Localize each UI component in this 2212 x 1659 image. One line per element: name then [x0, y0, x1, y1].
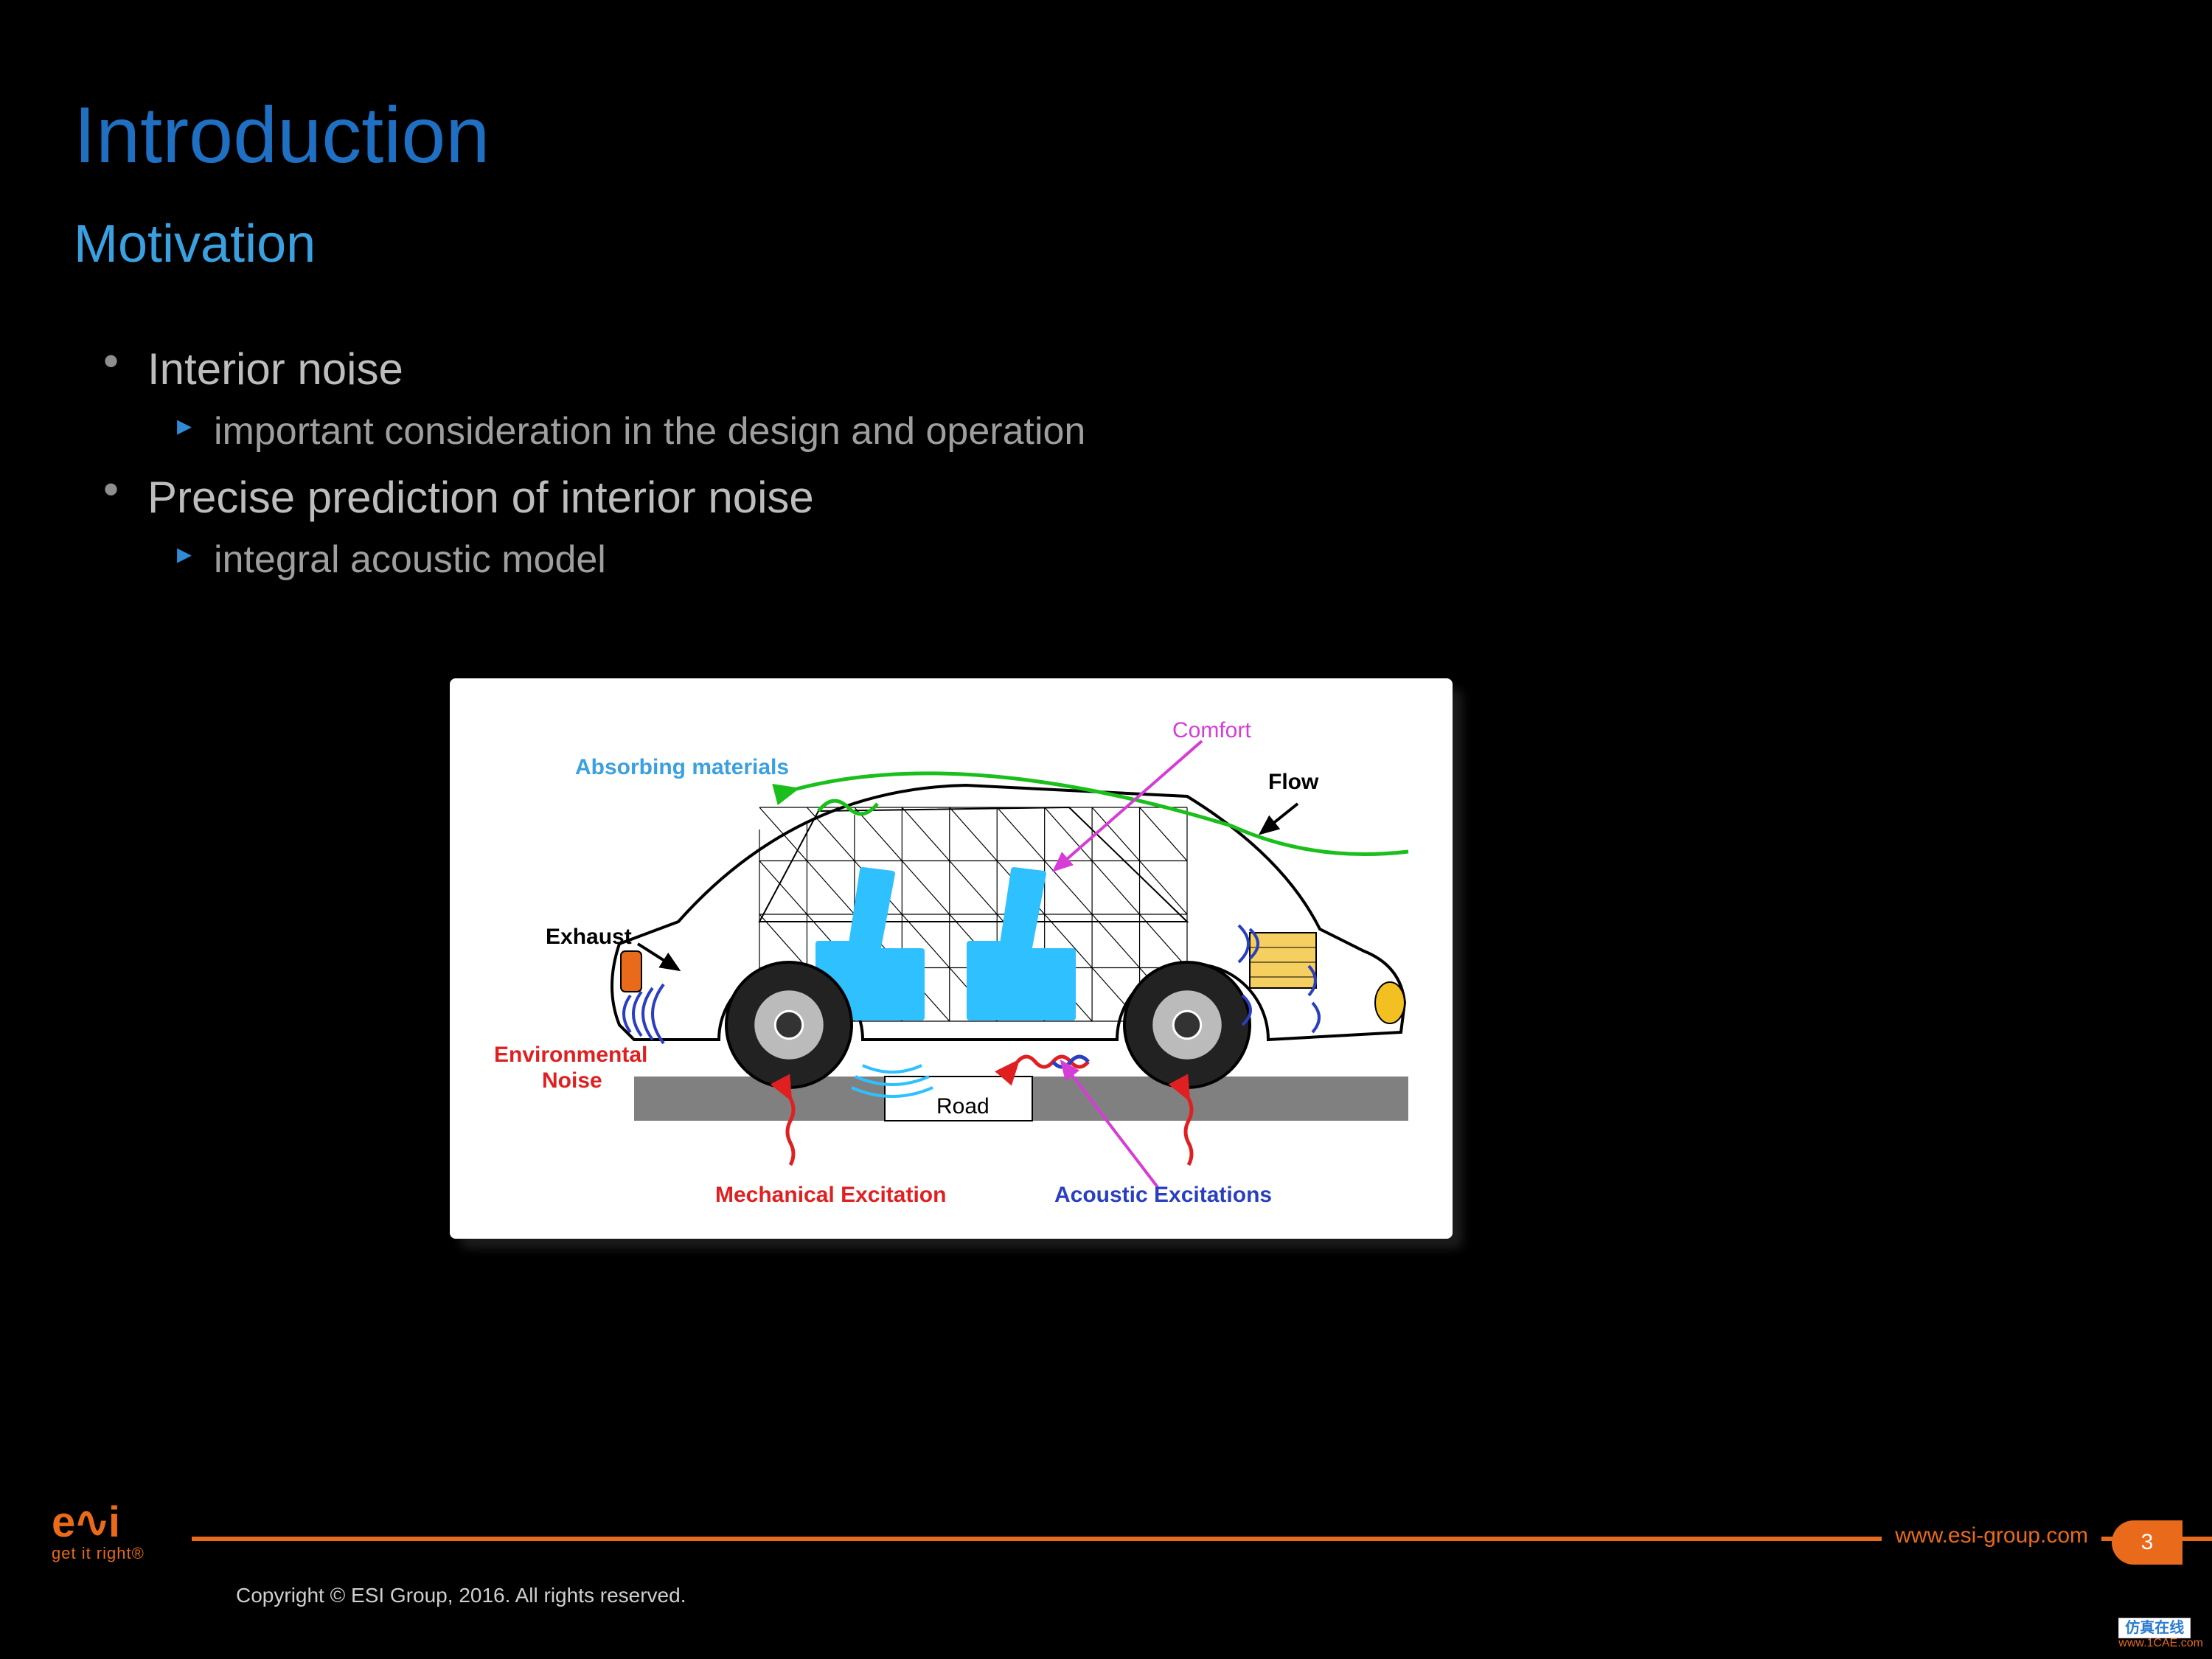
bullet-content: Interior noise important consideration i…	[103, 339, 2109, 596]
subbullet-text: integral acoustic model	[214, 538, 606, 581]
slide: Introduction Motivation Interior noise i…	[0, 0, 2212, 1659]
watermark-line2: www.1CAE.com	[2118, 1637, 2203, 1650]
svg-text:Exhaust: Exhaust	[546, 925, 632, 949]
logo-tagline: get it right®	[52, 1544, 145, 1563]
svg-text:Comfort: Comfort	[1172, 718, 1251, 742]
subbullet-item: important consideration in the design an…	[177, 405, 2109, 459]
svg-text:Environmental: Environmental	[494, 1043, 647, 1067]
logo-text: e∿i	[52, 1497, 145, 1547]
slide-footer: e∿i get it right® www.esi-group.com 3 Co…	[0, 1482, 2212, 1659]
watermark-line1: 仿真在线	[2118, 1618, 2191, 1638]
page-number: 3	[2112, 1520, 2183, 1565]
svg-text:Mechanical Excitation: Mechanical Excitation	[715, 1183, 946, 1207]
svg-text:Flow: Flow	[1268, 770, 1319, 794]
slide-title: Introduction	[74, 88, 490, 181]
copyright-text: Copyright © ESI Group, 2016. All rights …	[236, 1584, 686, 1607]
car-acoustics-diagram: Comfort Absorbing materials Flow Exhaust Env…	[450, 678, 1453, 1239]
slide-subtitle: Motivation	[74, 214, 316, 274]
subbullet-item: integral acoustic model	[177, 533, 2109, 587]
bullet-text: Precise prediction of interior noise	[147, 473, 814, 522]
svg-text:Road: Road	[936, 1094, 990, 1119]
subbullet-text: important consideration in the design an…	[214, 410, 1085, 453]
esi-logo: e∿i get it right®	[52, 1497, 145, 1563]
bullet-text: Interior noise	[147, 344, 403, 394]
diagram-svg: Comfort Absorbing materials Flow Exhaust Env…	[450, 678, 1453, 1239]
footer-url: www.esi-group.com	[1882, 1523, 2101, 1548]
figure-container: Comfort Absorbing materials Flow Exhaust Env…	[450, 678, 1453, 1239]
svg-text:Acoustic Excitations: Acoustic Excitations	[1054, 1183, 1272, 1207]
svg-text:Absorbing materials: Absorbing materials	[575, 755, 789, 779]
bullet-item: Interior noise important consideration i…	[103, 339, 2109, 459]
bullet-item: Precise prediction of interior noise int…	[103, 467, 2109, 587]
watermark: 仿真在线 www.1CAE.com	[2118, 1615, 2203, 1650]
svg-text:Noise: Noise	[542, 1068, 602, 1093]
